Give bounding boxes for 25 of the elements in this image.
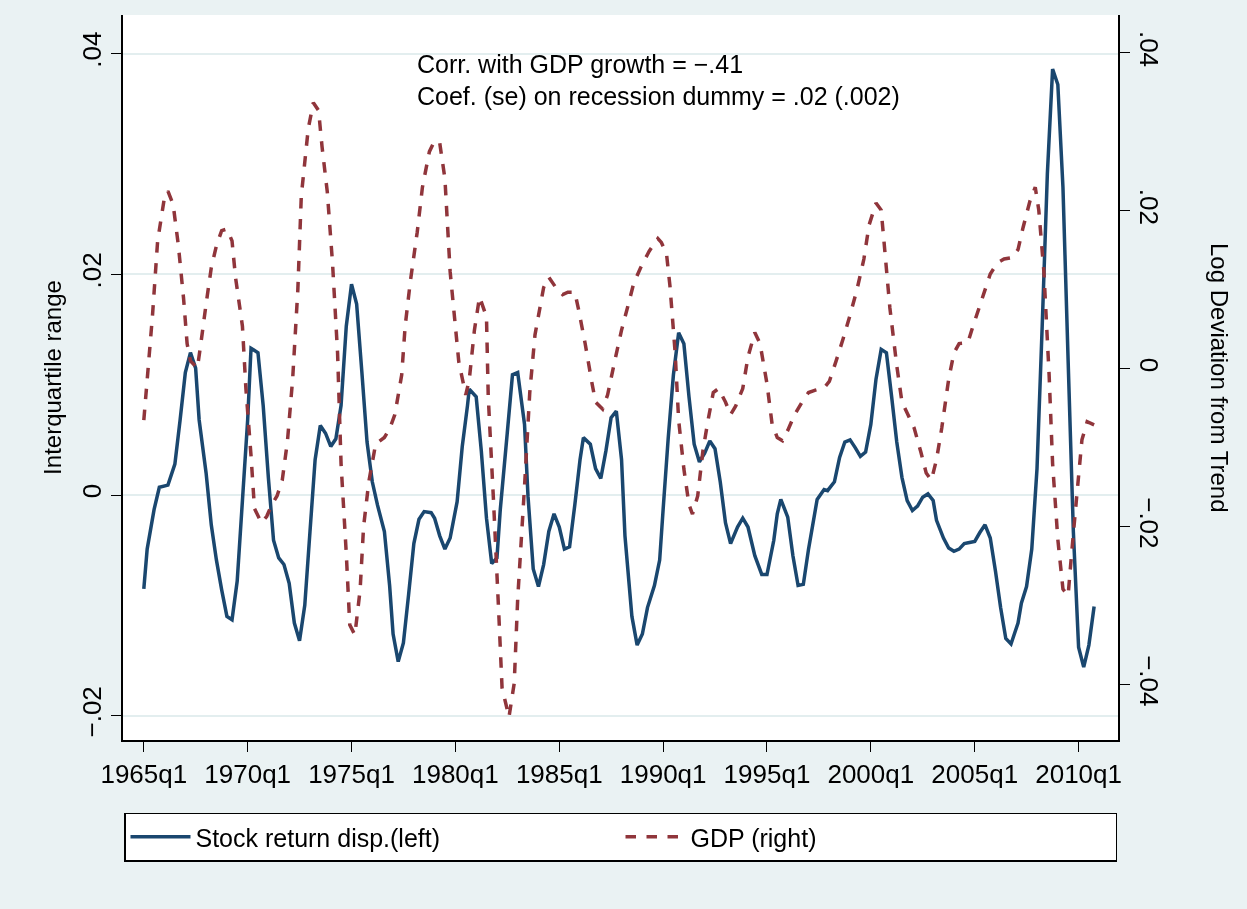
x-tick-label: 2005q1 <box>931 758 1019 789</box>
y2-tick-label: 0 <box>1134 357 1165 373</box>
x-tick-label: 2010q1 <box>1035 758 1122 789</box>
x-tick-label: 1965q1 <box>100 758 188 789</box>
y-tick-label: 0 <box>76 483 107 499</box>
legend-label: GDP (right) <box>690 823 817 852</box>
y2-tick-label: −.04 <box>1134 655 1165 707</box>
x-tick-label: 1985q1 <box>515 758 603 789</box>
x-tick-label: 2000q1 <box>827 758 915 789</box>
y2-tick-label: −.02 <box>1134 497 1165 549</box>
y-tick-label: −.02 <box>76 686 107 738</box>
annotation: Coef. (se) on recession dummy = .02 (.002) <box>417 82 900 110</box>
x-tick-label: 1980q1 <box>411 758 499 789</box>
annotation: Corr. with GDP growth = −.41 <box>417 50 744 78</box>
x-tick-label: 1975q1 <box>308 758 395 789</box>
x-tick-label: 1990q1 <box>619 758 707 789</box>
x-tick-label: 1995q1 <box>723 758 811 789</box>
y-tick-label: .02 <box>76 252 107 289</box>
y-axis-title: Interquartile range <box>39 280 67 475</box>
y2-tick-label: .04 <box>1134 30 1165 68</box>
y2-tick-label: .02 <box>1134 188 1165 226</box>
legend-label: Stock return disp.(left) <box>195 823 441 852</box>
y-tick-label: .04 <box>76 31 107 68</box>
x-tick-label: 1970q1 <box>204 758 292 789</box>
y2-axis-title: Log Deviation from Trend <box>1205 243 1233 513</box>
